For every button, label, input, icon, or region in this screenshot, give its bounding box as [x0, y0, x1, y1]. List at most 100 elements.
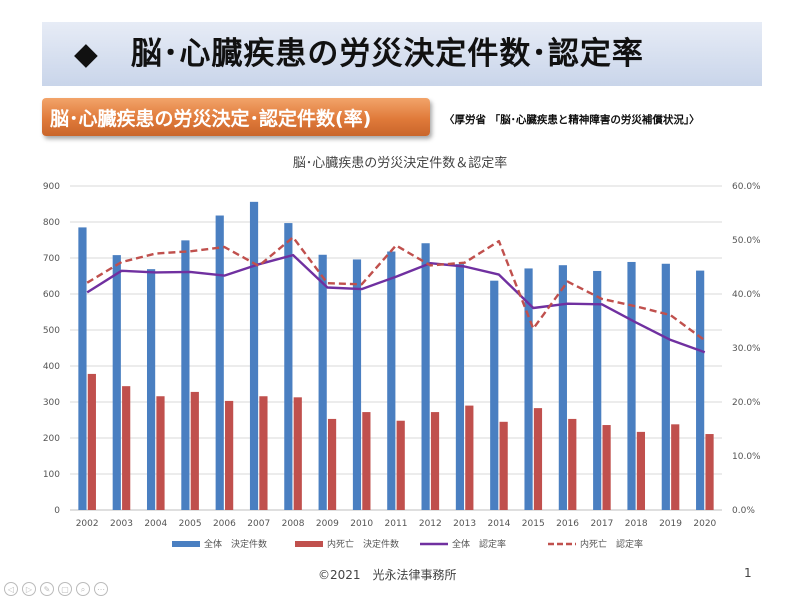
- slides-icon[interactable]: ▢: [58, 582, 72, 596]
- right-tick-label: 60.0%: [732, 182, 761, 192]
- left-tick-label: 0: [54, 506, 60, 516]
- legend-label: 内死亡 決定件数: [327, 538, 399, 550]
- left-axis: 0 100 200 300 400 500 600 700 800 900: [43, 182, 60, 516]
- bar: [524, 268, 533, 510]
- footer-copyright: ©2021 光永法律事務所: [318, 568, 457, 582]
- bar: [396, 420, 405, 510]
- bars: [78, 201, 714, 511]
- right-tick-label: 50.0%: [732, 236, 761, 246]
- bar: [661, 263, 670, 510]
- bar: [259, 396, 268, 510]
- bar: [490, 280, 499, 510]
- bar: [568, 418, 577, 510]
- right-tick-label: 30.0%: [732, 344, 761, 354]
- x-tick-label: 2011: [385, 519, 408, 529]
- left-tick-label: 900: [43, 182, 60, 192]
- legend-label: 全体 認定率: [452, 538, 506, 550]
- x-tick-label: 2003: [110, 519, 133, 529]
- bar: [465, 405, 474, 510]
- bar: [352, 259, 362, 510]
- x-tick-label: 2020: [693, 519, 716, 529]
- x-tick-label: 2008: [282, 519, 305, 529]
- right-tick-label: 40.0%: [732, 290, 761, 300]
- bar: [78, 227, 87, 510]
- bar: [671, 424, 680, 510]
- legend-swatch: [295, 541, 323, 547]
- bar: [112, 255, 121, 510]
- left-tick-label: 800: [43, 218, 60, 228]
- legend-label: 内死亡 認定率: [580, 538, 643, 550]
- x-tick-label: 2013: [453, 519, 476, 529]
- x-tick-label: 2009: [316, 519, 339, 529]
- slide-title: ◆ 脳･心臓疾患の労災決定件数･認定率: [74, 36, 644, 72]
- bar: [122, 386, 131, 510]
- left-tick-label: 200: [43, 434, 60, 444]
- bar: [696, 270, 705, 510]
- bar: [146, 269, 156, 510]
- slide-nav-controls: ◁ ▷ ✎ ▢ ⌕ ⋯: [4, 582, 108, 598]
- prev-icon[interactable]: ◁: [4, 582, 18, 596]
- next-icon[interactable]: ▷: [22, 582, 36, 596]
- left-tick-label: 600: [43, 290, 60, 300]
- lines: [86, 236, 706, 354]
- bar: [602, 425, 611, 510]
- left-tick-label: 700: [43, 254, 60, 264]
- title-banner: [42, 22, 762, 86]
- x-tick-label: 2018: [625, 519, 648, 529]
- bar: [705, 434, 714, 510]
- right-axis: 0.0% 10.0% 20.0% 30.0% 40.0% 50.0% 60.0%: [732, 182, 761, 516]
- legend-label: 全体 決定件数: [204, 538, 267, 550]
- zoom-icon[interactable]: ⌕: [76, 582, 90, 596]
- left-tick-label: 100: [43, 470, 60, 480]
- bar: [533, 408, 543, 510]
- bar: [190, 391, 199, 510]
- subtitle-badge: [42, 98, 430, 136]
- right-tick-label: 0.0%: [732, 506, 755, 516]
- bar: [593, 270, 602, 510]
- bar: [421, 243, 430, 510]
- bar: [362, 412, 371, 510]
- x-tick-label: 2019: [659, 519, 682, 529]
- x-tick-label: 2012: [419, 519, 442, 529]
- x-axis: 2002 2003 2004 2005 2006 2007 2008 2009 2010 2011…: [76, 519, 717, 529]
- bar: [225, 400, 234, 510]
- x-tick-label: 2004: [144, 519, 167, 529]
- x-tick-label: 2017: [590, 519, 613, 529]
- x-tick-label: 2005: [179, 519, 202, 529]
- more-icon[interactable]: ⋯: [94, 582, 108, 596]
- x-tick-label: 2006: [213, 519, 236, 529]
- bar: [499, 421, 508, 510]
- bar: [318, 254, 327, 510]
- x-tick-label: 2016: [556, 519, 579, 529]
- bar: [558, 265, 567, 510]
- bar: [249, 201, 259, 510]
- bar: [293, 397, 302, 510]
- x-tick-label: 2014: [487, 519, 510, 529]
- bar: [387, 251, 396, 510]
- series-line: [86, 253, 706, 354]
- right-tick-label: 20.0%: [732, 398, 761, 408]
- right-tick-label: 10.0%: [732, 452, 761, 462]
- x-tick-label: 2002: [76, 519, 99, 529]
- slide-subtitle: 脳･心臓疾患の労災決定･認定件数(率): [50, 108, 372, 130]
- left-tick-label: 400: [43, 362, 60, 372]
- bar: [327, 418, 337, 510]
- bar: [215, 215, 224, 510]
- x-tick-label: 2015: [522, 519, 545, 529]
- gridlines: [70, 185, 722, 511]
- left-tick-label: 500: [43, 326, 60, 336]
- bar: [284, 223, 293, 510]
- bar: [156, 396, 165, 510]
- legend-swatch: [172, 541, 200, 547]
- bar: [430, 412, 440, 510]
- series-line: [86, 236, 706, 342]
- chart-title: 脳･心臓疾患の労災決定件数＆認定率: [293, 155, 508, 171]
- page-number: 1: [744, 566, 752, 580]
- bar: [636, 431, 646, 510]
- x-tick-label: 2010: [350, 519, 373, 529]
- bar: [455, 264, 465, 510]
- pen-icon[interactable]: ✎: [40, 582, 54, 596]
- x-tick-label: 2007: [247, 519, 270, 529]
- left-tick-label: 300: [43, 398, 60, 408]
- bar: [181, 240, 190, 511]
